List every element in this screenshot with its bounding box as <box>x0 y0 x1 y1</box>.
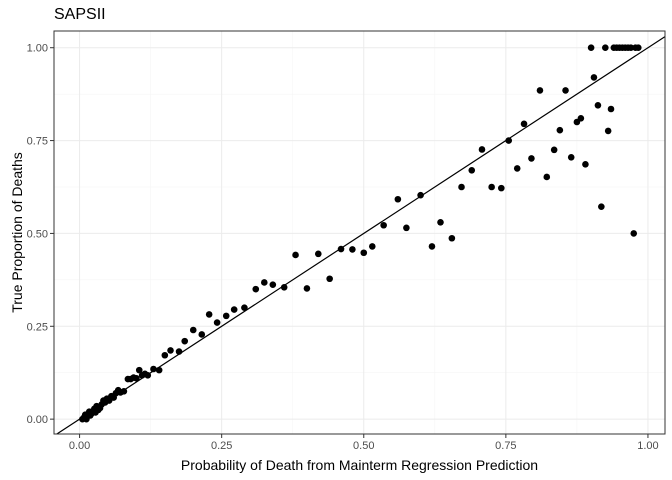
data-point <box>213 319 221 326</box>
data-point <box>205 311 213 318</box>
x-tick-label: 0.25 <box>211 440 232 452</box>
x-tick-label: 1.00 <box>637 440 658 452</box>
data-point <box>135 366 143 374</box>
data-point <box>468 166 476 174</box>
data-point <box>602 44 609 52</box>
data-point <box>598 203 605 210</box>
data-point <box>520 120 528 128</box>
data-point <box>380 221 387 229</box>
data-point <box>349 246 356 253</box>
data-point <box>161 351 169 359</box>
data-point <box>280 283 288 291</box>
data-point <box>314 250 322 258</box>
chart-title: SAPSII <box>54 6 106 23</box>
y-tick-label: 1.00 <box>27 43 48 55</box>
data-point <box>120 387 128 395</box>
data-point <box>167 347 174 354</box>
grid-lines <box>54 31 665 434</box>
data-point <box>150 365 157 373</box>
data-point <box>437 218 444 226</box>
data-point <box>230 306 238 313</box>
data-point <box>607 105 615 113</box>
data-point <box>222 312 230 320</box>
data-point <box>630 230 638 237</box>
data-point <box>543 173 551 181</box>
data-point <box>303 285 311 292</box>
data-point <box>513 165 521 172</box>
data-point <box>458 183 465 191</box>
x-axis: 0.00 0.25 0.50 0.75 1.00 <box>69 434 659 452</box>
data-point <box>536 87 544 94</box>
x-tick-label: 0.50 <box>353 440 374 452</box>
data-point <box>368 243 376 250</box>
data-point <box>175 348 183 355</box>
data-point <box>582 161 589 168</box>
data-point <box>181 337 189 345</box>
data-point <box>528 155 535 162</box>
data-point <box>144 372 152 379</box>
y-axis-title: True Proportion of Deaths <box>9 152 25 313</box>
data-point <box>550 146 558 154</box>
data-point <box>567 153 575 161</box>
x-tick-label: 0.75 <box>495 440 516 452</box>
data-point <box>252 285 260 293</box>
y-tick-label: 0.75 <box>27 136 48 148</box>
data-point <box>133 374 140 382</box>
data-points <box>79 44 642 423</box>
data-point <box>587 44 595 52</box>
data-point <box>604 127 612 135</box>
data-point <box>594 101 602 109</box>
x-tick-label: 0.00 <box>69 440 90 452</box>
data-point <box>577 114 585 122</box>
data-point <box>590 74 598 81</box>
data-point <box>241 304 248 312</box>
data-point <box>292 251 299 259</box>
data-point <box>260 279 268 286</box>
data-point <box>627 44 635 52</box>
data-point <box>337 245 345 253</box>
y-tick-label: 0.25 <box>27 321 48 333</box>
data-point <box>556 126 564 134</box>
data-point <box>505 137 512 144</box>
data-point <box>448 234 456 242</box>
y-tick-label: 0.00 <box>27 414 48 426</box>
plot-panel-border <box>53 30 666 435</box>
data-point <box>478 146 486 153</box>
x-axis-title: Probability of Death from Mainterm Regre… <box>181 457 538 473</box>
y-axis: 0.00 0.25 0.50 0.75 1.00 <box>27 43 54 426</box>
data-point <box>403 224 410 232</box>
data-point <box>488 183 495 191</box>
data-point <box>326 275 333 283</box>
data-point <box>394 195 402 203</box>
data-point <box>498 184 505 192</box>
data-point <box>360 249 368 257</box>
y-tick-label: 0.50 <box>27 228 48 240</box>
data-point <box>269 281 277 288</box>
data-point <box>198 331 206 338</box>
data-point <box>562 87 569 94</box>
data-point <box>417 191 424 199</box>
data-point <box>189 326 197 334</box>
data-point <box>155 366 163 374</box>
data-point <box>428 243 436 250</box>
data-point <box>634 44 642 52</box>
